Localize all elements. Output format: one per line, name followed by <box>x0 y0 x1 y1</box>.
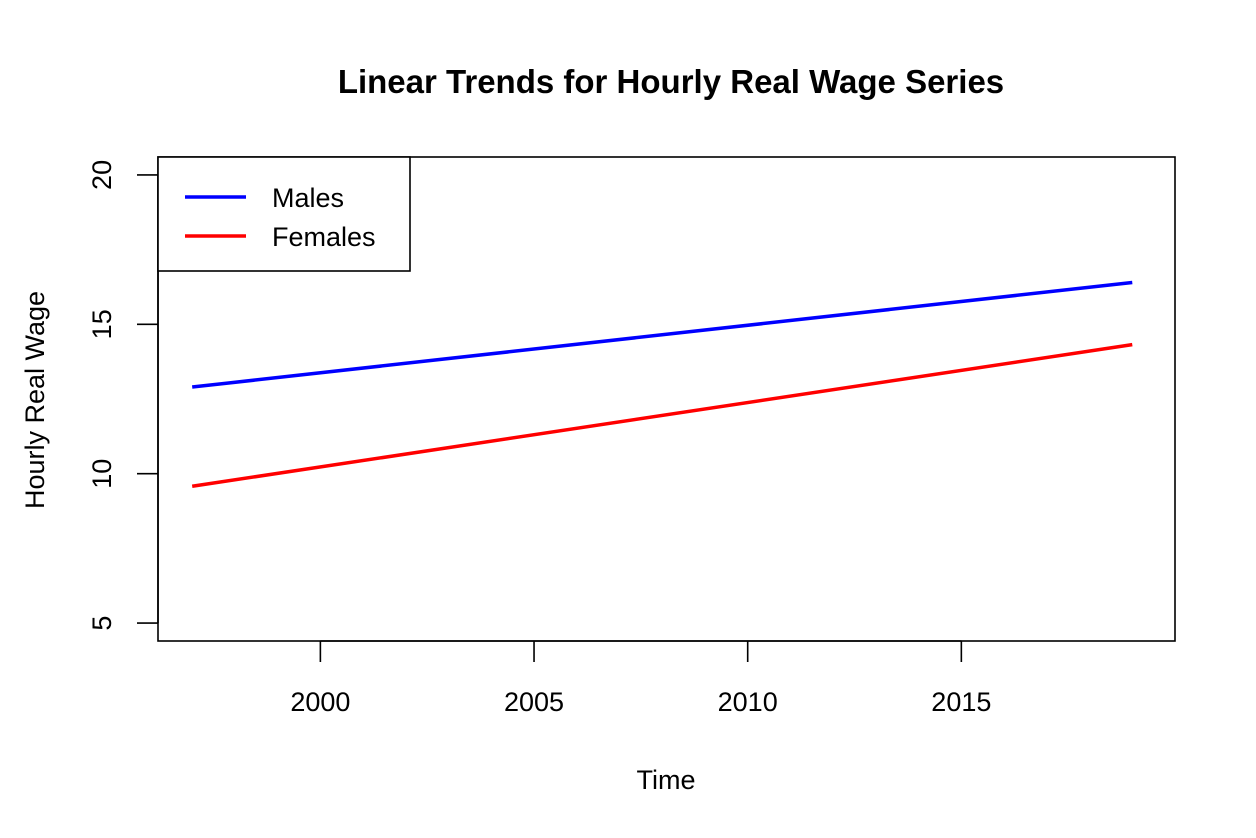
legend-label-females: Females <box>272 222 376 252</box>
x-tick-label: 2015 <box>931 687 991 717</box>
y-tick-label: 10 <box>87 459 117 489</box>
legend-label-males: Males <box>272 183 344 213</box>
x-axis: 2000 2005 2010 2015 <box>290 640 991 717</box>
series-lines <box>191 280 1133 488</box>
legend: Males Females <box>157 156 411 272</box>
x-tick-label: 2005 <box>504 687 564 717</box>
y-axis: 5 10 15 20 <box>87 160 159 631</box>
chart-title: Linear Trends for Hourly Real Wage Serie… <box>338 63 1004 100</box>
y-tick-label: 15 <box>87 309 117 339</box>
series-line-males <box>191 280 1133 389</box>
x-tick-label: 2000 <box>290 687 350 717</box>
y-tick-label: 20 <box>87 160 117 190</box>
series-line-females <box>191 342 1133 488</box>
y-tick-label: 5 <box>87 616 117 631</box>
x-tick-label: 2010 <box>718 687 778 717</box>
y-axis-label: Hourly Real Wage <box>20 291 50 509</box>
x-axis-label: Time <box>637 765 696 795</box>
legend-box <box>157 156 411 272</box>
